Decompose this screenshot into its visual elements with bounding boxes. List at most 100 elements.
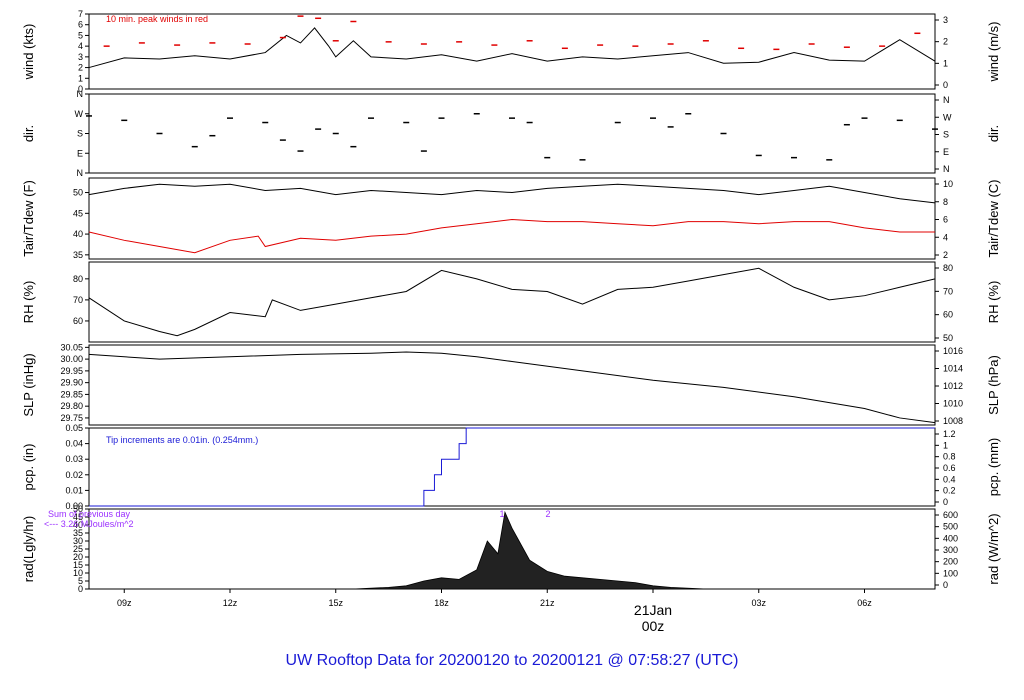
left-tick-label: 0.01 xyxy=(65,485,83,495)
right-tick-label: S xyxy=(943,130,949,140)
right-tick-label: W xyxy=(943,112,952,122)
ylabel-left: dir. xyxy=(21,125,36,142)
x-tick-label: 06z xyxy=(857,598,872,608)
right-tick-label: 6 xyxy=(943,215,948,225)
right-tick-label: 0 xyxy=(943,497,948,507)
right-tick-label: 500 xyxy=(943,522,958,532)
right-tick-label: 0.6 xyxy=(943,463,956,473)
left-tick-label: 40 xyxy=(73,229,83,239)
panel-frame xyxy=(88,177,936,260)
ylabel-right: pcp. (mm) xyxy=(986,438,1001,497)
panel-frame xyxy=(88,261,936,343)
series-line-slp xyxy=(88,351,936,424)
left-tick-label: 80 xyxy=(73,274,83,284)
ylabel-left: rad(Lgly/hr) xyxy=(21,516,36,582)
left-tick-label: 0.00 xyxy=(65,501,83,511)
x-tick-label: 12z xyxy=(223,598,238,608)
left-tick-label: N xyxy=(77,89,84,99)
right-tick-label: 1010 xyxy=(943,399,963,409)
left-tick-label: 15 xyxy=(73,560,83,570)
right-tick-label: 100 xyxy=(943,568,958,578)
ylabel-right: wind (m/s) xyxy=(986,22,1001,83)
right-tick-label: 600 xyxy=(943,510,958,520)
right-tick-label: 0.2 xyxy=(943,486,956,496)
right-tick-label: 1008 xyxy=(943,416,963,426)
ylabel-left: pcp. (in) xyxy=(21,444,36,491)
left-tick-label: 45 xyxy=(73,512,83,522)
panel-rh: 60 70 80 50 60 70 80 RH (%) RH (%) xyxy=(21,261,1001,343)
right-tick-label: 0 xyxy=(943,80,948,90)
x-tick-label: 21z xyxy=(540,598,555,608)
annotation-line2: <--- 3.26 MJoules/m^2 xyxy=(44,519,134,529)
left-tick-label: 50 xyxy=(73,504,83,514)
panel-pcp: 0.00 0.01 0.02 0.03 0.04 0.05 00.2 0.40.60.8 11.… xyxy=(21,423,1001,511)
left-tick-label: 29.90 xyxy=(60,378,83,388)
right-tick-label: 3 xyxy=(943,15,948,25)
left-tick-label: 1 xyxy=(78,73,83,83)
right-tick-label: 60 xyxy=(943,310,953,320)
series-area-rad xyxy=(353,510,706,590)
left-tick-label: 6 xyxy=(78,20,83,30)
series-line-rh xyxy=(88,267,936,337)
right-tick-label: 0.4 xyxy=(943,474,956,484)
series-line-tair xyxy=(88,183,936,204)
right-tick-label: 300 xyxy=(943,545,958,555)
right-tick-label: 2 xyxy=(943,37,948,47)
left-tick-label: 30 xyxy=(73,536,83,546)
left-tick-label: E xyxy=(77,148,83,158)
left-tick-label: 70 xyxy=(73,295,83,305)
left-tick-label: 20 xyxy=(73,552,83,562)
panel-frame xyxy=(88,93,936,174)
right-tick-label: N xyxy=(943,95,950,105)
right-tick-label: 1012 xyxy=(943,381,963,391)
left-tick-label: 4 xyxy=(78,41,83,51)
right-tick-label: N xyxy=(943,164,950,174)
left-tick-label: 35 xyxy=(73,250,83,260)
x-tick-label: 09z xyxy=(117,598,132,608)
left-tick-label: 10 xyxy=(73,568,83,578)
ylabel-left: SLP (inHg) xyxy=(21,353,36,416)
left-tick-label: 0.03 xyxy=(65,454,83,464)
right-tick-label: 50 xyxy=(943,333,953,343)
left-tick-label: 30.00 xyxy=(60,354,83,364)
panel-frame xyxy=(88,344,936,426)
ylabel-right: RH (%) xyxy=(986,281,1001,324)
peak-label: 1 xyxy=(499,509,504,519)
right-tick-label: 1014 xyxy=(943,364,963,374)
chart-title: UW Rooftop Data for 20200120 to 20200121… xyxy=(286,652,739,669)
left-tick-label: 29.80 xyxy=(60,401,83,411)
series-line-wind xyxy=(88,27,936,69)
panel-temp: 35 40 45 50 2 4 6 8 10 Tair/Tdew (F) Tair/Tdew (C) xyxy=(21,177,1001,260)
right-tick-label: 70 xyxy=(943,286,953,296)
left-tick-label: 0 xyxy=(78,84,83,94)
series-line-pcp xyxy=(89,427,935,507)
peak-label: 2 xyxy=(545,509,550,519)
right-tick-label: 80 xyxy=(943,263,953,273)
left-tick-label: 29.75 xyxy=(60,413,83,423)
ylabel-left: wind (kts) xyxy=(21,24,36,81)
left-tick-label: 60 xyxy=(73,316,83,326)
right-tick-label: 0 xyxy=(943,580,948,590)
date-label: 21Jan xyxy=(634,602,672,618)
left-tick-label: 7 xyxy=(78,9,83,19)
left-tick-label: 0.05 xyxy=(65,423,83,433)
left-tick-label: 29.85 xyxy=(60,389,83,399)
right-tick-label: 10 xyxy=(943,179,953,189)
annotation: Tip increments are 0.01in. (0.254mm.) xyxy=(106,435,258,445)
left-tick-label: 30.05 xyxy=(60,342,83,352)
right-tick-label: 0.8 xyxy=(943,452,956,462)
right-tick-label: E xyxy=(943,147,949,157)
annotation-line1: Sum of previous day xyxy=(48,509,131,519)
panel-frame xyxy=(88,13,936,90)
ylabel-right: Tair/Tdew (C) xyxy=(986,179,1001,257)
left-tick-label: W xyxy=(75,109,84,119)
left-tick-label: 35 xyxy=(73,528,83,538)
right-tick-label: 1 xyxy=(943,58,948,68)
left-tick-label: N xyxy=(77,168,84,178)
left-tick-label: 29.95 xyxy=(60,366,83,376)
right-tick-label: 1 xyxy=(943,440,948,450)
